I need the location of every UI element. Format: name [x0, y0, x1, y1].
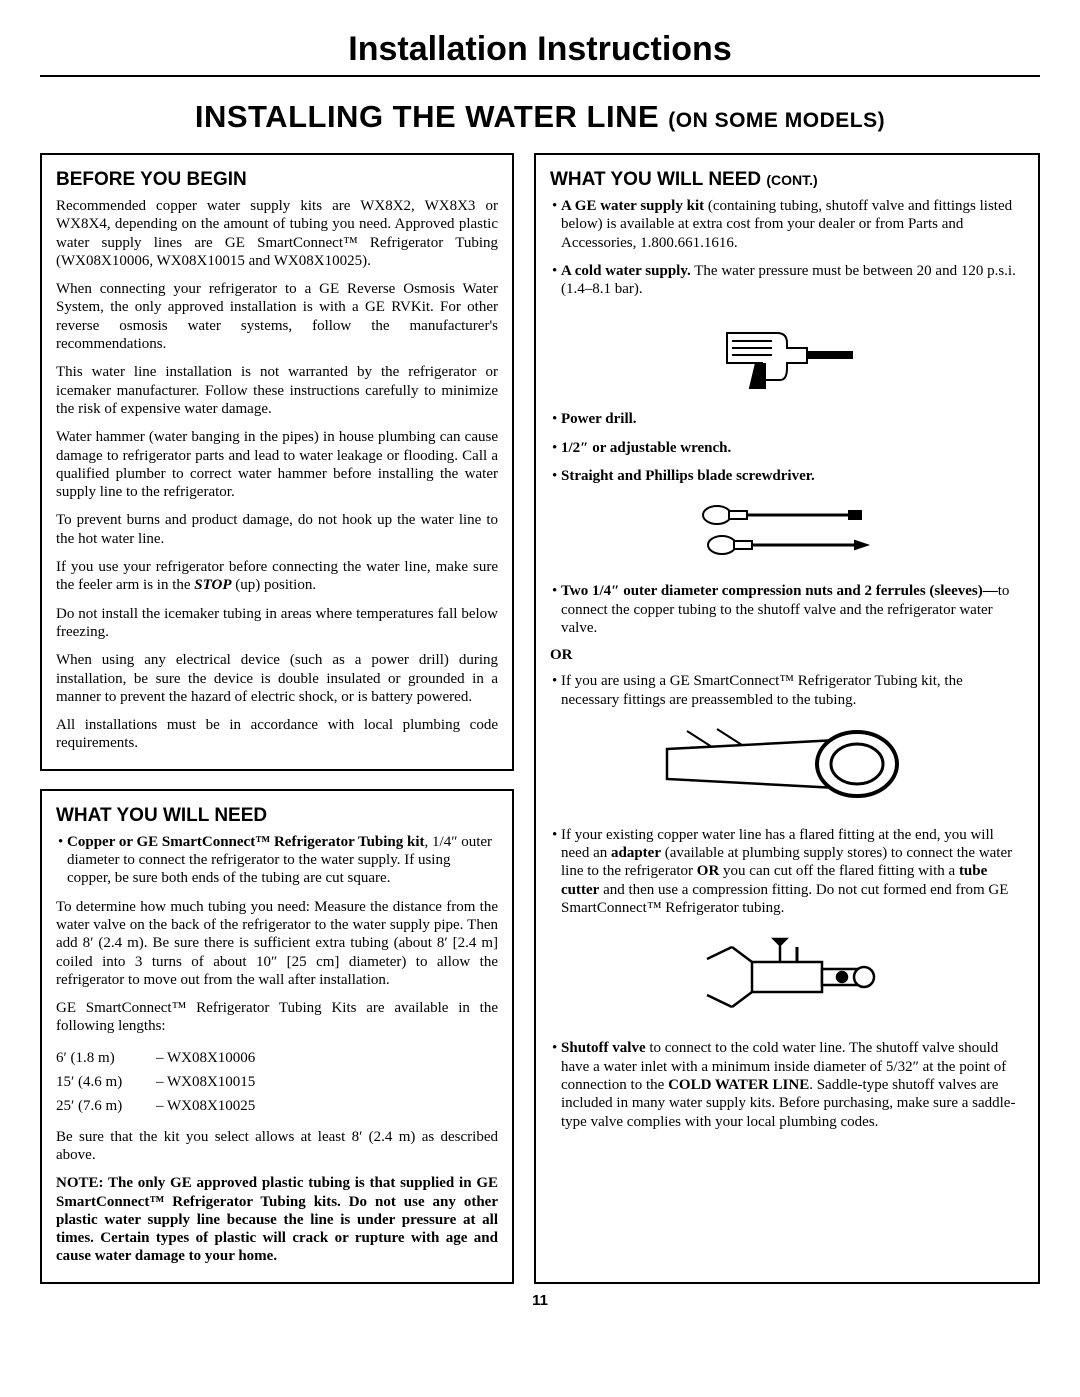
paragraph: To prevent burns and product damage, do …	[56, 511, 498, 548]
screwdrivers-illustration	[550, 495, 1024, 570]
paragraph: Do not install the icemaker tubing in ar…	[56, 605, 498, 642]
paragraph: All installations must be in accordance …	[56, 716, 498, 753]
section-heading: INSTALLING THE WATER LINE (ON SOME MODEL…	[40, 99, 1040, 135]
bullet-item: Shutoff valve to connect to the cold wat…	[552, 1039, 1024, 1130]
or-separator: OR	[550, 647, 1024, 664]
page-number: 11	[40, 1292, 1040, 1309]
bullet-item: 1/2″ or adjustable wrench.	[552, 439, 1024, 457]
what-you-will-need-box: WHAT YOU WILL NEED Copper or GE SmartCon…	[40, 789, 514, 1284]
bullet-item: A GE water supply kit (containing tubing…	[552, 197, 1024, 252]
bullet-item: If you are using a GE SmartConnect™ Refr…	[552, 672, 1024, 709]
paragraph: GE SmartConnect™ Refrigerator Tubing Kit…	[56, 999, 498, 1036]
paragraph: When using any electrical device (such a…	[56, 651, 498, 706]
bullet-item: Copper or GE SmartConnect™ Refrigerator …	[58, 833, 498, 888]
what-you-will-need-cont-box: WHAT YOU WILL NEED (CONT.) A GE water su…	[534, 153, 1040, 1284]
paragraph: If you use your refrigerator before conn…	[56, 558, 498, 595]
paragraph: Water hammer (water banging in the pipes…	[56, 428, 498, 501]
note-paragraph: NOTE: The only GE approved plastic tubin…	[56, 1174, 498, 1265]
table-row: 25′ (7.6 m)– WX08X10025	[56, 1094, 498, 1118]
subtitle-main: INSTALLING THE WATER LINE	[195, 99, 668, 134]
paragraph: This water line installation is not warr…	[56, 363, 498, 418]
what-you-will-need-cont-heading: WHAT YOU WILL NEED (CONT.)	[550, 169, 1024, 191]
paragraph: Recommended copper water supply kits are…	[56, 197, 498, 270]
table-row: 15′ (4.6 m)– WX08X10015	[56, 1070, 498, 1094]
bullet-item: A cold water supply. The water pressure …	[552, 262, 1024, 299]
before-you-begin-box: BEFORE YOU BEGIN Recommended copper wate…	[40, 153, 514, 771]
paragraph: To determine how much tubing you need: M…	[56, 898, 498, 989]
paragraph: When connecting your refrigerator to a G…	[56, 280, 498, 353]
power-drill-illustration	[550, 308, 1024, 398]
table-row: 6′ (1.8 m)– WX08X10006	[56, 1046, 498, 1070]
what-you-will-need-heading: WHAT YOU WILL NEED	[56, 805, 498, 827]
paragraph: Be sure that the kit you select allows a…	[56, 1128, 498, 1165]
before-you-begin-heading: BEFORE YOU BEGIN	[56, 169, 498, 191]
page-title: Installation Instructions	[40, 30, 1040, 77]
bullet-item: Straight and Phillips blade screwdriver.	[552, 467, 1024, 485]
bullet-item: If your existing copper water line has a…	[552, 826, 1024, 917]
bullet-item: Two 1/4″ outer diameter compression nuts…	[552, 582, 1024, 637]
bullet-item: Power drill.	[552, 410, 1024, 428]
subtitle-suffix: (ON SOME MODELS)	[668, 109, 885, 132]
tubing-end-illustration	[550, 719, 1024, 814]
tubing-kit-table: 6′ (1.8 m)– WX08X10006 15′ (4.6 m)– WX08…	[56, 1046, 498, 1118]
shutoff-valve-illustration	[550, 927, 1024, 1027]
